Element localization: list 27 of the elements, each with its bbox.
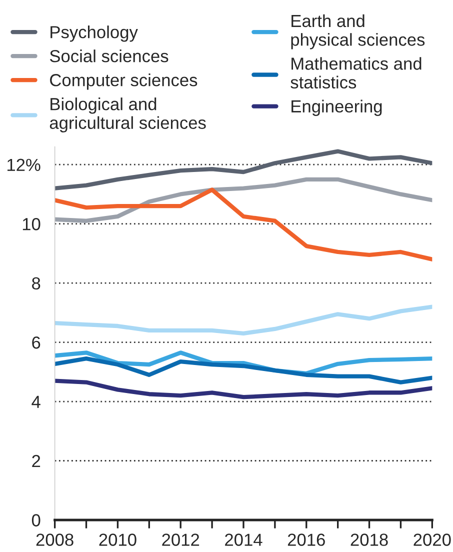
legend-label: Engineering xyxy=(292,100,382,116)
x-tick-label: 2020 xyxy=(414,534,451,546)
x-tick-label: 2016 xyxy=(288,534,325,546)
x-tick-label: 2008 xyxy=(36,534,74,546)
y-tick-label: 0 xyxy=(32,514,40,526)
y-tick-label: 2 xyxy=(32,454,40,468)
legend-label: Social sciences xyxy=(50,50,168,62)
line-series xyxy=(54,149,432,190)
y-tick-label: 10 xyxy=(22,218,40,230)
legend-label: Earth and physical sciences xyxy=(291,14,425,50)
x-tick-label: 2012 xyxy=(162,534,200,546)
legend-label: Mathematics and statistics xyxy=(290,57,422,89)
line-series xyxy=(54,304,432,336)
x-tick-label: 2010 xyxy=(99,534,136,546)
legend-label: Computer sciences xyxy=(50,74,198,90)
legend-label: Psychology xyxy=(50,26,138,42)
line-series xyxy=(54,188,432,262)
legend-label: Biological and agricultural sciences xyxy=(50,98,206,132)
y-tick-label: 12% xyxy=(8,158,40,171)
line-series xyxy=(54,378,432,400)
y-tick-label: 6 xyxy=(32,336,40,349)
x-tick-label: 2018 xyxy=(350,534,388,546)
y-tick-label: 4 xyxy=(32,396,40,408)
y-tick-label: 8 xyxy=(32,277,40,290)
x-tick-label: 2014 xyxy=(225,534,262,546)
line-series xyxy=(54,356,432,384)
line-series xyxy=(54,177,432,223)
